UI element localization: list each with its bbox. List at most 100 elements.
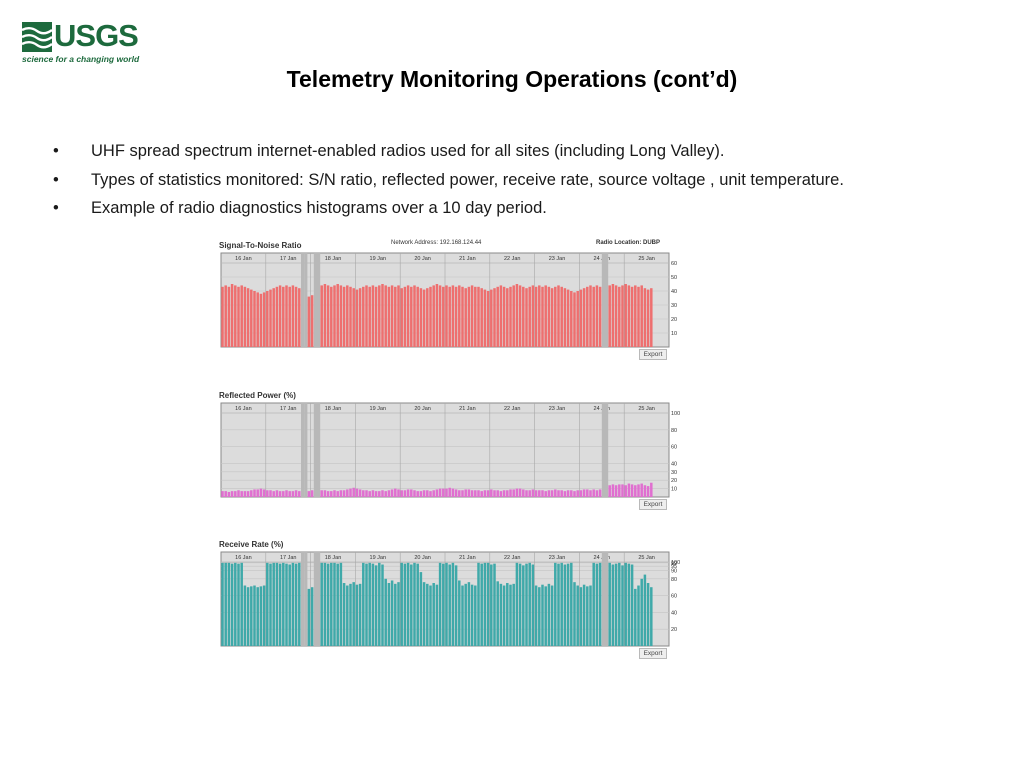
snr-chart-panel: Signal-To-Noise Ratio Network Address: 1… xyxy=(219,239,681,361)
bar xyxy=(269,563,272,646)
bar xyxy=(227,491,231,497)
bar xyxy=(480,563,483,646)
data-gap-band xyxy=(605,403,609,497)
bar xyxy=(467,286,471,347)
export-button[interactable]: Export xyxy=(639,349,667,360)
bar xyxy=(595,285,599,347)
bar xyxy=(550,288,554,347)
bar xyxy=(515,284,519,347)
bar xyxy=(419,491,423,497)
bar xyxy=(330,562,333,646)
bar xyxy=(490,564,493,646)
bar xyxy=(531,489,535,497)
data-gap-band xyxy=(304,403,308,497)
bar xyxy=(253,291,256,347)
bar xyxy=(496,490,499,497)
bar xyxy=(589,585,592,646)
bar xyxy=(589,490,592,497)
y-tick-label: 60 xyxy=(671,445,677,451)
bar xyxy=(278,563,282,646)
bar xyxy=(454,565,458,646)
bar xyxy=(582,489,586,497)
data-gap-band xyxy=(313,552,317,646)
bar xyxy=(522,286,525,347)
bar xyxy=(461,490,464,497)
bar xyxy=(582,584,586,646)
bar xyxy=(579,490,583,497)
day-label: 17 Jan xyxy=(280,555,297,561)
bar xyxy=(326,563,330,646)
bar xyxy=(643,288,647,347)
reflected-power-chart: 100 80 60 40 30 20 10 16 Jan 17 Jan 18 Jan 19 Jan 2… xyxy=(220,402,680,498)
bar xyxy=(573,292,576,347)
bar xyxy=(525,490,528,497)
bar xyxy=(339,562,343,646)
bar xyxy=(346,489,349,497)
bar xyxy=(598,489,602,497)
bar xyxy=(637,585,640,646)
bar xyxy=(339,490,343,497)
bar xyxy=(611,484,615,497)
bar xyxy=(346,585,349,646)
day-label: 19 Jan xyxy=(370,555,387,561)
bar xyxy=(355,584,359,646)
bar xyxy=(435,584,439,646)
export-button[interactable]: Export xyxy=(639,648,667,659)
bar xyxy=(496,581,499,646)
bar xyxy=(253,489,256,497)
bar xyxy=(275,490,279,497)
day-label: 21 Jan xyxy=(459,555,476,561)
usgs-logo: USGS science for a changing world xyxy=(22,20,140,66)
bar xyxy=(550,585,554,646)
bar xyxy=(448,286,451,347)
bullet-list: • UHF spread spectrum internet-enabled ra… xyxy=(50,137,1000,223)
bar xyxy=(224,285,227,347)
bar xyxy=(365,563,368,646)
bar xyxy=(499,285,503,347)
bar xyxy=(614,485,618,497)
bar xyxy=(643,485,647,497)
bar xyxy=(240,562,243,646)
day-label: 25 Jan xyxy=(638,256,655,262)
bar xyxy=(506,583,509,646)
bar xyxy=(544,586,547,646)
bar xyxy=(570,562,573,646)
bar xyxy=(547,490,551,497)
snr-chart: 60 50 40 30 20 10 16 Jan 17 Jan 18 Jan 19 Jan 20 J… xyxy=(220,252,677,348)
bar xyxy=(285,285,288,347)
bar xyxy=(310,490,314,497)
bar xyxy=(266,562,269,646)
bar xyxy=(506,288,509,347)
day-label: 25 Jan xyxy=(638,555,655,561)
bar xyxy=(509,286,512,347)
bar xyxy=(442,563,445,646)
bar xyxy=(320,285,323,347)
bar xyxy=(323,284,327,347)
bar xyxy=(355,289,359,347)
bar xyxy=(461,585,464,646)
bar xyxy=(646,583,650,646)
bar xyxy=(646,486,650,497)
bar xyxy=(342,583,346,646)
bar xyxy=(442,286,445,347)
y-tick-label: 40 xyxy=(671,289,677,295)
bar xyxy=(461,286,464,347)
bar xyxy=(291,562,295,646)
bar xyxy=(557,563,560,646)
bar xyxy=(362,490,365,497)
bar xyxy=(400,288,403,347)
bar xyxy=(493,490,496,497)
export-button[interactable]: Export xyxy=(639,499,667,510)
bar xyxy=(349,286,352,347)
bar xyxy=(250,289,253,347)
bar xyxy=(413,562,416,646)
bar xyxy=(627,285,631,347)
y-tick-label: 10 xyxy=(671,331,677,337)
bar xyxy=(496,286,499,347)
bullet-item: • Example of radio diagnostics histograms… xyxy=(50,194,1000,223)
bar xyxy=(614,285,618,347)
bar xyxy=(349,583,352,646)
bar xyxy=(400,490,403,497)
bar xyxy=(221,286,224,347)
